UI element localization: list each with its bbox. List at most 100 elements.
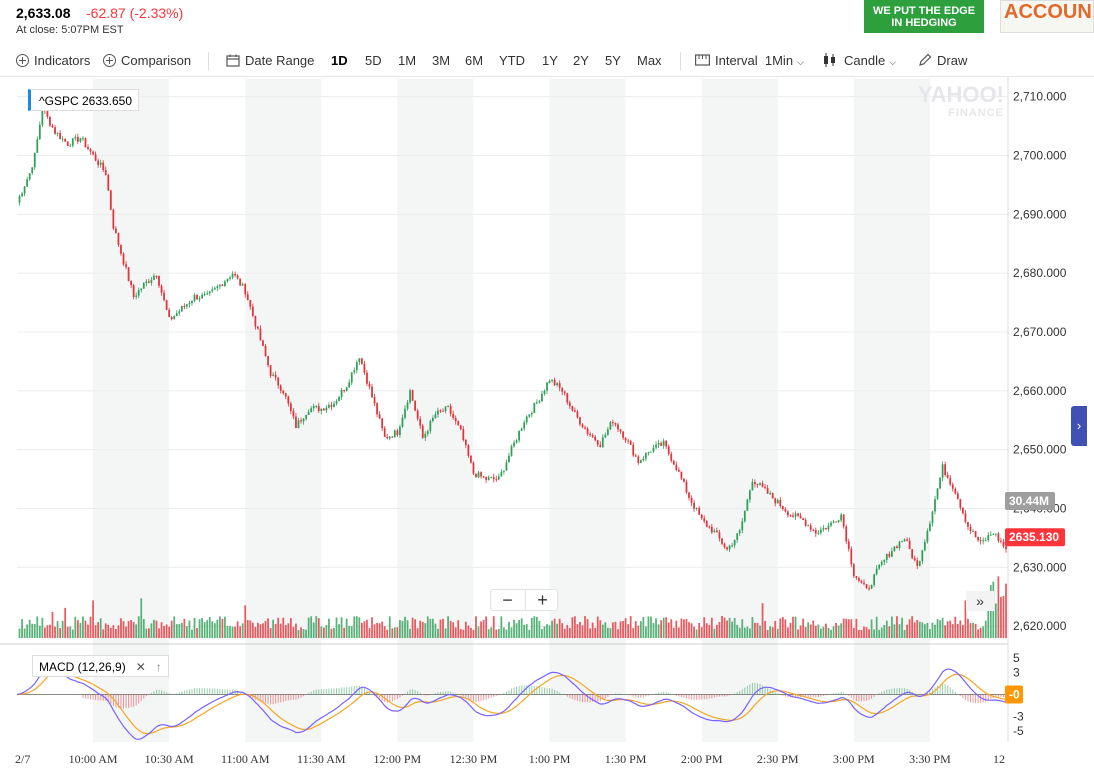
range-2y[interactable]: 2Y — [573, 53, 589, 68]
macd-histogram-bar — [272, 694, 274, 705]
candle-body — [893, 546, 896, 552]
macd-histogram-bar — [467, 694, 469, 700]
macd-histogram-bar — [1000, 694, 1002, 697]
close-icon[interactable]: ✕ — [135, 660, 146, 674]
macd-histogram-bar — [744, 687, 746, 695]
scroll-to-end-button[interactable]: » — [966, 591, 994, 611]
volume-bar — [475, 616, 477, 638]
volume-bar — [482, 619, 485, 638]
range-1d[interactable]: 1D — [331, 53, 348, 68]
candle-body — [655, 444, 657, 448]
candle-body — [485, 476, 488, 480]
range-max[interactable]: Max — [637, 53, 662, 68]
candle-body — [873, 574, 876, 586]
macd-histogram-bar — [417, 691, 419, 695]
candle-body — [647, 452, 650, 454]
volume-bar — [771, 627, 774, 638]
price-chart[interactable]: 2,710.000 2,700.000 2,690.000 2,680.000 2,67… — [0, 77, 1094, 772]
candle-body — [741, 521, 744, 531]
arrow-up-icon[interactable]: ↑ — [155, 660, 162, 674]
candle-body — [642, 458, 645, 461]
volume-bar — [685, 619, 688, 638]
zoom-out-button[interactable]: − — [502, 590, 513, 610]
volume-bar — [393, 627, 396, 638]
chart-type-dropdown[interactable]: Candle ⌵ — [822, 53, 896, 68]
candle-body — [675, 464, 678, 470]
volume-bar — [249, 620, 252, 638]
volume-bar — [503, 627, 505, 638]
macd-histogram-bar — [536, 686, 538, 695]
volume-bar — [292, 626, 295, 638]
candle-body — [865, 584, 868, 589]
volume-bar — [373, 624, 376, 638]
candle-body — [553, 379, 556, 386]
macd-histogram-bar — [888, 689, 890, 695]
range-5d[interactable]: 5D — [365, 53, 382, 68]
x-tick-label: 1:00 PM — [529, 752, 571, 766]
volume-bar — [634, 621, 637, 638]
candle-body — [18, 196, 21, 203]
candle-body — [822, 528, 825, 530]
candle-body — [589, 433, 591, 436]
candle-body — [956, 493, 959, 500]
macd-histogram-bar — [490, 694, 492, 698]
comparison-button[interactable]: Comparison — [103, 53, 191, 68]
macd-histogram-bar — [138, 694, 140, 704]
candle-body — [155, 275, 158, 277]
side-panel-toggle[interactable]: › — [1071, 406, 1087, 446]
macd-histogram-bar — [361, 686, 363, 695]
candle-body — [229, 277, 231, 279]
volume-bar — [173, 616, 176, 638]
zoom-in-button[interactable]: + — [525, 590, 559, 610]
interval-dropdown[interactable]: Interval 1Min ⌵ — [695, 53, 804, 68]
macd-histogram-bar — [297, 694, 299, 699]
volume-bar — [426, 616, 429, 638]
date-range-button[interactable]: Date Range — [226, 53, 314, 68]
candle-body — [563, 391, 566, 394]
candle-body — [300, 420, 302, 422]
candle-body — [393, 430, 396, 438]
volume-bar — [601, 624, 604, 638]
range-1m[interactable]: 1M — [398, 53, 417, 68]
volume-bar — [962, 625, 964, 638]
macd-legend[interactable]: MACD (12,26,9) ✕ ↑ — [32, 655, 169, 677]
volume-bar — [307, 617, 310, 638]
ad-banner-hedging[interactable]: WE PUT THE EDGE IN HEDGING — [864, 0, 984, 33]
volume-bar — [558, 618, 561, 638]
candle-body — [771, 493, 774, 499]
range-3m[interactable]: 3M — [432, 53, 451, 68]
volume-bar — [320, 626, 323, 638]
range-5y[interactable]: 5Y — [605, 53, 621, 68]
macd-histogram-bar — [211, 688, 213, 695]
candle-body — [543, 390, 546, 395]
draw-button[interactable]: Draw — [918, 53, 967, 68]
candle-body — [244, 284, 247, 295]
candle-body — [216, 286, 219, 288]
volume-bar — [885, 620, 888, 638]
ticker-legend[interactable]: ^GSPC 2633.650 — [28, 89, 140, 111]
volume-bar — [934, 624, 936, 638]
indicators-button[interactable]: Indicators — [16, 53, 90, 68]
range-1y[interactable]: 1Y — [542, 53, 558, 68]
macd-histogram-bar — [990, 694, 992, 700]
macd-histogram-bar — [363, 688, 365, 695]
candle-body — [746, 499, 749, 511]
macd-histogram-bar — [437, 692, 439, 695]
volume-bar — [926, 622, 929, 638]
candle-body — [723, 543, 726, 548]
candle-body — [997, 533, 1000, 541]
volume-bar — [1000, 597, 1002, 638]
candle-body — [954, 488, 957, 494]
macd-histogram-bar — [414, 689, 416, 695]
candle-body — [819, 529, 822, 533]
range-ytd[interactable]: YTD — [499, 53, 525, 68]
candle-body — [386, 436, 389, 439]
ad-banner-account[interactable]: ACCOUN — [1000, 0, 1094, 33]
volume-bar — [908, 619, 911, 638]
volume-bar — [315, 616, 318, 638]
range-6m[interactable]: 6M — [465, 53, 484, 68]
volume-bar — [505, 629, 508, 638]
volume-bar — [287, 623, 290, 638]
volume-bar — [132, 621, 135, 638]
candle-body — [939, 477, 941, 489]
